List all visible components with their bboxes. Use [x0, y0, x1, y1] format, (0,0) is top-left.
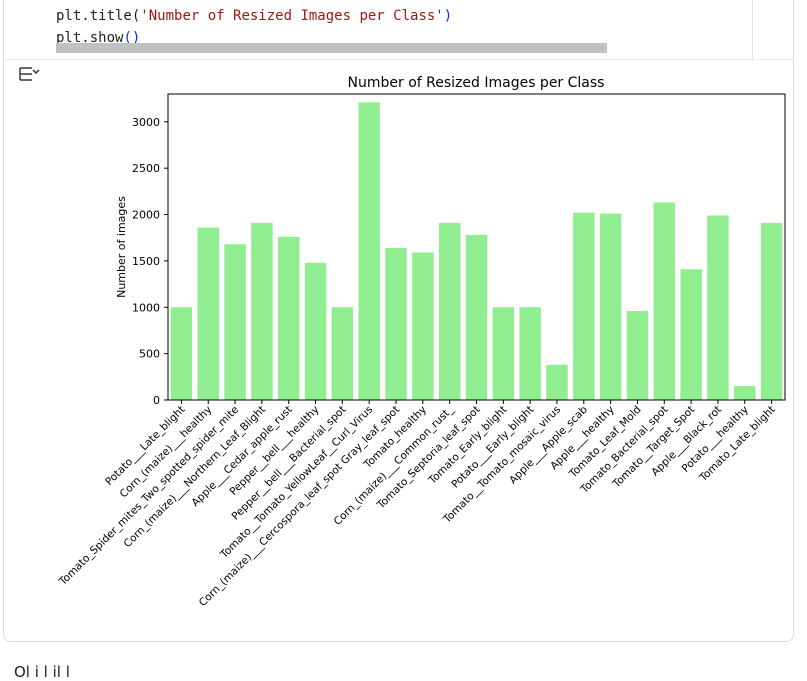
y-tick-label-1: 500 [139, 348, 160, 361]
bar-14 [546, 364, 568, 400]
bar-chart: Number of Resized Images per Class Numbe… [56, 75, 786, 609]
plot-frame [167, 93, 786, 401]
bar-6 [331, 307, 354, 400]
bar-15 [573, 212, 595, 400]
bar-10 [438, 222, 461, 400]
bar-4 [277, 236, 300, 400]
bar-5 [304, 262, 327, 400]
output-collapse-icon[interactable] [16, 61, 42, 87]
bar-3 [251, 222, 273, 400]
bar-7 [358, 102, 380, 400]
bar-17 [626, 310, 649, 400]
y-tick-label-6: 3000 [132, 116, 160, 129]
bar-8 [385, 247, 407, 400]
y-axis-label: Number of images [115, 196, 128, 298]
bar-0 [170, 307, 193, 400]
y-tick-label-2: 1000 [132, 301, 160, 314]
bar-16 [599, 213, 622, 400]
next-cell-text: Ol i l il l [14, 663, 70, 681]
y-tick-label-3: 1500 [132, 255, 160, 268]
bar-2 [224, 244, 246, 400]
chart-title: Number of Resized Images per Class [348, 75, 605, 91]
bar-1 [197, 227, 219, 400]
bar-19 [680, 269, 702, 400]
bar-20 [707, 215, 729, 400]
y-tick-label-4: 2000 [132, 209, 160, 222]
x-tick-label-2: Tomato_Spider_mites_Two_spotted_spider_m… [56, 404, 241, 589]
code-line-title: plt.title('Number of Resized Images per … [56, 8, 453, 24]
bar-9 [412, 252, 434, 400]
bar-21 [734, 386, 756, 400]
bar-18 [653, 202, 676, 400]
code-line-show: plt.show() [56, 30, 141, 46]
bar-22 [760, 222, 783, 400]
bar-12 [492, 307, 515, 400]
bar-13 [519, 307, 541, 400]
output-divider [4, 59, 793, 60]
horizontal-scrollbar[interactable] [56, 43, 607, 53]
bar-11 [465, 234, 488, 400]
code-editor[interactable]: plt.title('Number of Resized Images per … [44, 0, 753, 61]
y-tick-label-5: 2500 [132, 162, 160, 175]
y-tick-label-0: 0 [153, 394, 160, 407]
